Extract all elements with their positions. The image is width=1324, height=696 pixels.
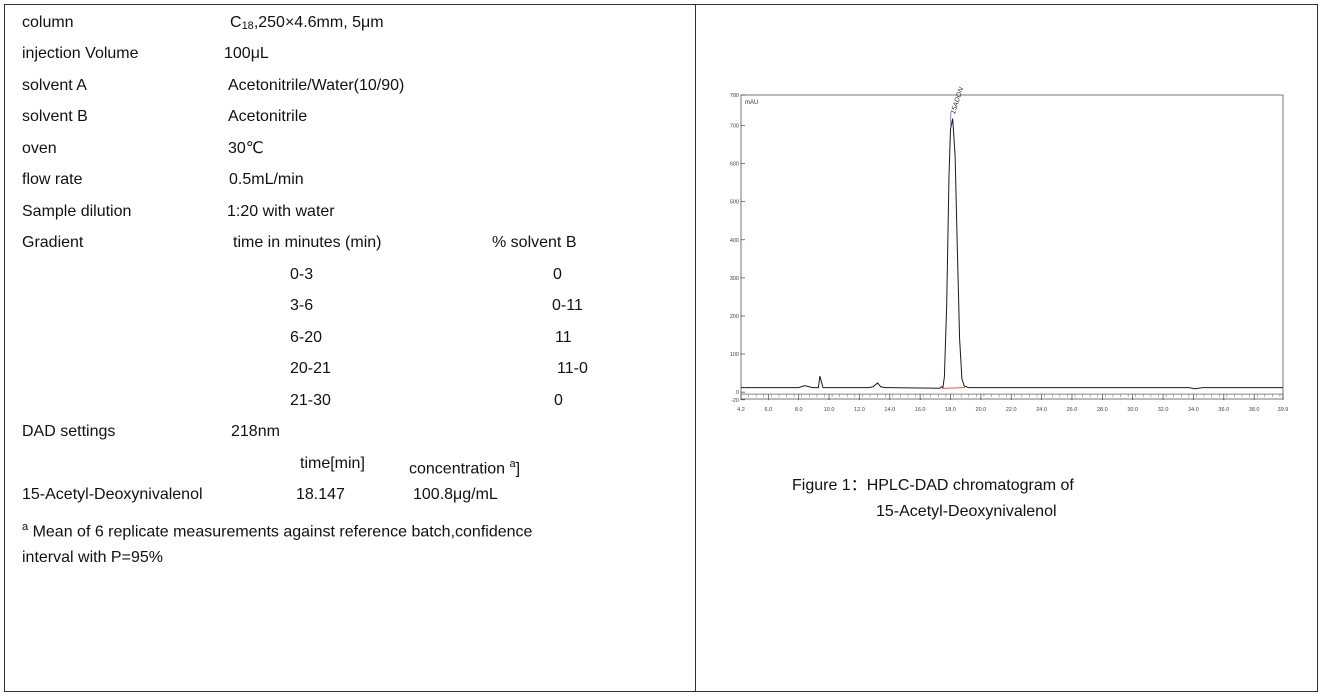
y-tick-label: 700 bbox=[730, 123, 739, 129]
solvent-a-label: solvent A bbox=[22, 77, 87, 94]
result-concentration-header: concentration a] bbox=[409, 458, 521, 478]
dad-settings-label: DAD settings bbox=[22, 423, 116, 440]
gradient-b-cell: 0-11 bbox=[552, 297, 583, 314]
y-tick-label: 600 bbox=[730, 162, 739, 168]
chromatogram-trace bbox=[741, 118, 1283, 390]
x-tick-label: 32.0 bbox=[1158, 407, 1169, 413]
x-tick-label: 14.0 bbox=[884, 407, 895, 413]
document-frame bbox=[4, 4, 1318, 692]
x-tick-label: 20.0 bbox=[976, 407, 987, 413]
figure-caption-line1: Figure 1：HPLC-DAD chromatogram of bbox=[792, 477, 1074, 494]
integration-baseline bbox=[942, 387, 965, 389]
gradient-b-cell: 0 bbox=[553, 266, 562, 283]
x-tick-label: 26.0 bbox=[1067, 407, 1078, 413]
gradient-solvent-b-header: % solvent B bbox=[492, 234, 577, 251]
x-tick-label: 6.0 bbox=[764, 407, 772, 413]
retention-time-value: 18.147 bbox=[296, 486, 345, 503]
figure-caption-line2: 15-Acetyl-Deoxynivalenol bbox=[876, 503, 1057, 520]
gradient-time-header: time in minutes (min) bbox=[233, 234, 382, 251]
x-tick-label: 38.0 bbox=[1249, 407, 1260, 413]
x-tick-label: 4.2 bbox=[737, 407, 745, 413]
flow-rate-label: flow rate bbox=[22, 171, 83, 188]
concentration-value: 100.8μg/mL bbox=[413, 486, 498, 503]
gradient-b-cell: 11 bbox=[555, 329, 572, 346]
y-tick-label: -20 bbox=[731, 398, 739, 404]
y-tick-label: 500 bbox=[730, 200, 739, 206]
y-axis-label: mAU bbox=[745, 100, 758, 106]
x-tick-label: 22.0 bbox=[1006, 407, 1017, 413]
x-tick-label: 8.0 bbox=[795, 407, 803, 413]
x-tick-label: 34.0 bbox=[1188, 407, 1199, 413]
footnote-continuation: interval with P=95% bbox=[22, 549, 163, 566]
footnote: a Mean of 6 replicate measurements again… bbox=[22, 521, 533, 541]
x-tick-label: 24.0 bbox=[1036, 407, 1047, 413]
x-tick-label: 39.9 bbox=[1278, 407, 1289, 413]
sample-dilution-value: 1:20 with water bbox=[227, 203, 335, 220]
chromatogram-svg: mAU -20 0 100 200 300 400 500 600 700 780 4.2 6.0 8.0… bbox=[730, 59, 1289, 413]
gradient-time-cell: 0-3 bbox=[290, 266, 314, 283]
y-tick-label: 100 bbox=[730, 352, 739, 358]
x-tick-label: 18.0 bbox=[945, 407, 956, 413]
oven-value: 30℃ bbox=[228, 140, 264, 157]
y-tick-label: 0 bbox=[736, 390, 739, 396]
solvent-a-value: Acetonitrile/Water(10/90) bbox=[228, 77, 405, 94]
y-tick-label: 300 bbox=[730, 276, 739, 282]
compound-name: 15-Acetyl-Deoxynivalenol bbox=[22, 486, 203, 503]
y-tick-label: 400 bbox=[730, 238, 739, 244]
x-tick-label: 36.0 bbox=[1218, 407, 1229, 413]
x-tick-label: 30.0 bbox=[1127, 407, 1138, 413]
flow-rate-value: 0.5mL/min bbox=[229, 171, 304, 188]
x-tick-label: 28.0 bbox=[1097, 407, 1108, 413]
solvent-b-label: solvent B bbox=[22, 108, 88, 125]
column-value: C18,250×4.6mm, 5μm bbox=[230, 14, 384, 32]
chromatogram: mAU -20 0 100 200 300 400 500 600 700 780 4.2 6.0 8.0… bbox=[727, 59, 1292, 437]
peak-label: 15ADON - 18.147 bbox=[950, 85, 974, 115]
sample-dilution-label: Sample dilution bbox=[22, 203, 132, 220]
gradient-time-cell: 3-6 bbox=[290, 297, 314, 314]
gradient-time-cell: 20-21 bbox=[290, 360, 331, 377]
panel-divider bbox=[695, 4, 696, 692]
gradient-label: Gradient bbox=[22, 234, 84, 251]
column-label: column bbox=[22, 14, 74, 31]
x-tick-label: 16.0 bbox=[915, 407, 926, 413]
x-tick-label: 10.0 bbox=[824, 407, 835, 413]
plot-frame bbox=[740, 94, 1284, 400]
solvent-b-value: Acetonitrile bbox=[228, 108, 308, 125]
y-tick-label: 780 bbox=[730, 93, 739, 99]
result-time-header: time[min] bbox=[300, 455, 365, 472]
y-tick-label: 200 bbox=[730, 314, 739, 320]
gradient-b-cell: 11-0 bbox=[557, 360, 588, 377]
gradient-b-cell: 0 bbox=[554, 392, 563, 409]
oven-label: oven bbox=[22, 140, 57, 157]
gradient-time-cell: 21-30 bbox=[290, 392, 331, 409]
gradient-time-cell: 6-20 bbox=[290, 329, 323, 346]
x-tick-label: 12.0 bbox=[854, 407, 865, 413]
dad-settings-value: 218nm bbox=[231, 423, 280, 440]
injection-value: 100μL bbox=[224, 45, 269, 62]
injection-label: injection Volume bbox=[22, 45, 139, 62]
